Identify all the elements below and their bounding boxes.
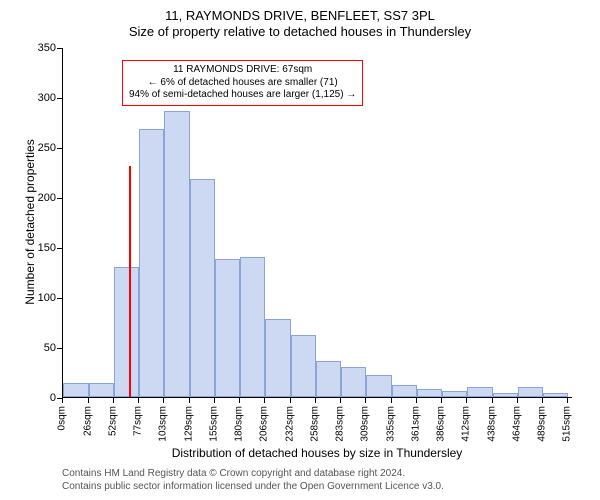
xtick-mark: [340, 398, 341, 403]
xtick-label: 412sqm: [461, 406, 472, 442]
y-axis-title: Number of detached properties: [23, 72, 37, 372]
xtick-label: 489sqm: [536, 406, 547, 442]
xtick-mark: [492, 398, 493, 403]
xtick-label: 0sqm: [57, 406, 68, 430]
xtick-label: 361sqm: [411, 406, 422, 442]
xtick-label: 180sqm: [233, 406, 244, 442]
bar: [493, 393, 519, 397]
attribution-line-1: Contains HM Land Registry data © Crown c…: [62, 468, 444, 481]
ytick-mark: [57, 148, 62, 149]
xtick-label: 309sqm: [360, 406, 371, 442]
xtick-mark: [365, 398, 366, 403]
xtick-mark: [542, 398, 543, 403]
xtick-label: 232sqm: [284, 406, 295, 442]
bar: [215, 259, 240, 397]
x-axis-title: Distribution of detached houses by size …: [62, 446, 572, 460]
xtick-mark: [441, 398, 442, 403]
xtick-label: 386sqm: [435, 406, 446, 442]
bar: [518, 387, 543, 397]
ytick-mark: [57, 298, 62, 299]
xtick-label: 258sqm: [310, 406, 321, 442]
ytick-mark: [57, 348, 62, 349]
chart-area: 11 RAYMONDS DRIVE: 67sqm← 6% of detached…: [62, 48, 572, 430]
callout-line: 94% of semi-detached houses are larger (…: [129, 89, 356, 102]
xtick-mark: [163, 398, 164, 403]
xtick-mark: [466, 398, 467, 403]
plot-area: 11 RAYMONDS DRIVE: 67sqm← 6% of detached…: [62, 48, 572, 398]
title-line-2: Size of property relative to detached ho…: [0, 24, 600, 40]
property-indicator-line: [129, 166, 131, 397]
title-block: 11, RAYMONDS DRIVE, BENFLEET, SS7 3PL Si…: [0, 0, 600, 39]
xtick-label: 155sqm: [209, 406, 220, 442]
bar: [291, 335, 317, 397]
attribution: Contains HM Land Registry data © Crown c…: [62, 468, 444, 493]
xtick-label: 206sqm: [259, 406, 270, 442]
chart-container: 11, RAYMONDS DRIVE, BENFLEET, SS7 3PL Si…: [0, 0, 600, 500]
xtick-mark: [517, 398, 518, 403]
bar: [316, 361, 341, 397]
bar: [341, 367, 367, 397]
bar: [240, 257, 266, 397]
ytick-mark: [57, 48, 62, 49]
bar: [164, 111, 190, 397]
xtick-mark: [264, 398, 265, 403]
ytick-label: 0: [28, 392, 56, 404]
xtick-mark: [315, 398, 316, 403]
xtick-mark: [391, 398, 392, 403]
attribution-line-2: Contains public sector information licen…: [62, 481, 444, 494]
bar: [89, 383, 115, 397]
callout-line: ← 6% of detached houses are smaller (71): [129, 77, 356, 90]
ytick-mark: [57, 248, 62, 249]
title-line-1: 11, RAYMONDS DRIVE, BENFLEET, SS7 3PL: [0, 8, 600, 24]
xtick-label: 283sqm: [334, 406, 345, 442]
xtick-label: 103sqm: [158, 406, 169, 442]
xtick-mark: [189, 398, 190, 403]
xtick-label: 335sqm: [385, 406, 396, 442]
xtick-mark: [88, 398, 89, 403]
bar: [265, 319, 291, 397]
callout-box: 11 RAYMONDS DRIVE: 67sqm← 6% of detached…: [122, 60, 363, 106]
bar: [190, 179, 216, 397]
bar: [392, 385, 418, 397]
xtick-mark: [290, 398, 291, 403]
xtick-mark: [416, 398, 417, 403]
bar: [63, 383, 89, 397]
xtick-label: 77sqm: [132, 406, 143, 436]
ytick-label: 350: [28, 42, 56, 54]
bar: [114, 267, 139, 397]
xtick-mark: [239, 398, 240, 403]
xtick-mark: [62, 398, 63, 403]
xtick-mark: [214, 398, 215, 403]
bar: [366, 375, 392, 397]
xtick-label: 26sqm: [82, 406, 93, 436]
bar: [467, 387, 493, 397]
xtick-label: 438sqm: [486, 406, 497, 442]
xtick-mark: [567, 398, 568, 403]
xtick-label: 129sqm: [183, 406, 194, 442]
xtick-mark: [113, 398, 114, 403]
bar: [139, 129, 165, 397]
bar: [417, 389, 442, 397]
xtick-label: 464sqm: [512, 406, 523, 442]
xtick-label: 52sqm: [108, 406, 119, 436]
bar: [442, 391, 468, 397]
xtick-label: 515sqm: [562, 406, 573, 442]
ytick-mark: [57, 198, 62, 199]
bar: [543, 393, 569, 397]
xtick-mark: [138, 398, 139, 403]
ytick-mark: [57, 98, 62, 99]
callout-line: 11 RAYMONDS DRIVE: 67sqm: [129, 64, 356, 77]
